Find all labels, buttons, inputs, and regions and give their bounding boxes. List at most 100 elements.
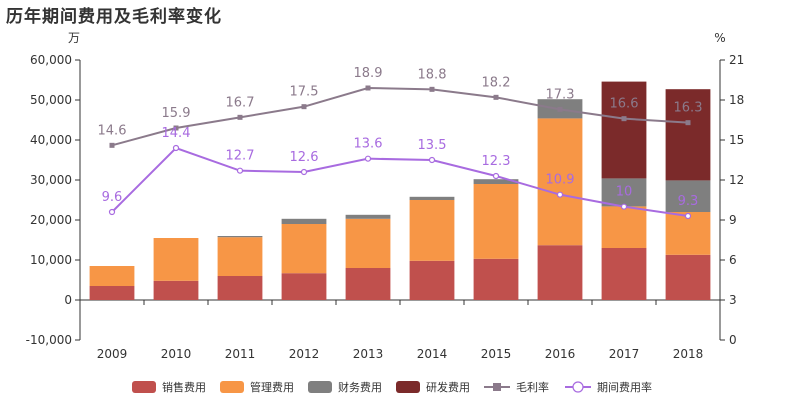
- y-right-unit: %: [714, 31, 725, 45]
- data-label: 17.3: [546, 87, 575, 102]
- y-right-tick-label: 3: [729, 293, 737, 307]
- y-right-tick-label: 21: [729, 53, 744, 67]
- line-point: [173, 125, 179, 131]
- x-tick-label: 2014: [417, 347, 448, 361]
- y-right-tick-label: 6: [729, 253, 737, 267]
- data-label: 10.9: [546, 173, 575, 188]
- data-label: 9.6: [102, 190, 123, 205]
- line-point: [493, 94, 499, 100]
- legend-label: 财务费用: [338, 380, 382, 394]
- bar-segment: [153, 280, 199, 300]
- line-point: [685, 120, 691, 126]
- y-right-tick-label: 18: [729, 93, 744, 107]
- bar-segment: [665, 212, 711, 255]
- x-tick-label: 2018: [673, 347, 704, 361]
- legend-label: 研发费用: [426, 380, 470, 394]
- line-point: [172, 144, 180, 152]
- data-label: 12.6: [290, 150, 319, 165]
- data-label: 13.5: [418, 138, 447, 153]
- bar-segment: [217, 236, 263, 238]
- series-line: [111, 86, 689, 147]
- bar-segment: [345, 268, 391, 300]
- line-point: [365, 85, 371, 91]
- y-left-tick-label: 10,000: [30, 253, 72, 267]
- axes-layer: -10,000010,00020,00030,00040,00050,00060…: [26, 31, 745, 361]
- legend-swatch: [220, 381, 244, 393]
- lines-layer: [108, 85, 692, 220]
- line-point: [236, 167, 244, 174]
- bar-segment: [281, 273, 327, 300]
- x-tick-label: 2012: [289, 347, 320, 361]
- line-point: [301, 104, 307, 110]
- legend-label: 期间费用率: [597, 380, 652, 394]
- bar-segment: [409, 196, 455, 200]
- data-label: 9.3: [678, 194, 699, 209]
- bar-segment: [281, 224, 327, 274]
- x-tick-label: 2016: [545, 347, 576, 361]
- data-label: 18.9: [354, 66, 383, 81]
- x-tick-label: 2009: [97, 347, 128, 361]
- data-label: 18.8: [418, 67, 447, 82]
- bar-segment: [473, 184, 519, 259]
- line-point: [364, 155, 372, 162]
- bar-segment: [217, 276, 263, 300]
- data-label: 14.6: [98, 123, 127, 138]
- y-left-unit: 万: [68, 31, 80, 45]
- line-point: [492, 172, 500, 180]
- legend-label: 毛利率: [516, 380, 549, 394]
- data-label: 14.4: [162, 126, 191, 141]
- x-tick-label: 2010: [161, 347, 192, 361]
- line-point: [300, 168, 308, 176]
- chart-title: 历年期间费用及毛利率变化: [6, 7, 222, 27]
- data-label: 10: [616, 185, 633, 200]
- legend-swatch: [396, 381, 420, 393]
- bar-segment: [281, 218, 327, 224]
- line-point: [557, 106, 563, 112]
- y-right-tick-label: 12: [729, 173, 744, 187]
- data-label: 12.3: [482, 154, 511, 169]
- x-tick-label: 2015: [481, 347, 512, 361]
- legend-marker: [572, 381, 584, 393]
- bar-segment: [665, 180, 711, 212]
- bar-segment: [601, 206, 647, 248]
- legend-swatch: [308, 381, 332, 393]
- line-point: [428, 156, 436, 164]
- y-right-tick-label: 9: [729, 213, 737, 227]
- legend-label: 销售费用: [162, 380, 206, 394]
- bar-segment: [217, 237, 263, 276]
- x-tick-label: 2011: [225, 347, 256, 361]
- x-tick-label: 2017: [609, 347, 640, 361]
- bar-segment: [345, 218, 391, 268]
- data-label: 13.6: [354, 137, 383, 152]
- data-label: 16.6: [610, 97, 639, 112]
- x-tick-label: 2013: [353, 347, 384, 361]
- line-point: [620, 203, 628, 210]
- data-label: 16.3: [674, 101, 703, 116]
- data-label: 15.9: [162, 106, 191, 121]
- line-point: [108, 208, 116, 216]
- bar-segment: [409, 200, 455, 261]
- line-point: [556, 191, 564, 198]
- bar-segment: [537, 118, 583, 246]
- bar-segment: [601, 178, 647, 207]
- bar-segment: [473, 258, 519, 300]
- legend-label: 管理费用: [250, 380, 294, 394]
- y-left-tick-label: 40,000: [30, 133, 72, 147]
- y-left-tick-label: -10,000: [26, 333, 72, 347]
- bar-segment: [153, 238, 199, 281]
- line-point: [109, 142, 115, 148]
- data-label: 12.7: [226, 149, 255, 164]
- y-right-tick-label: 0: [729, 333, 737, 347]
- legend: 销售费用 管理费用 财务费用 研发费用 毛利率 期间费用率: [132, 380, 652, 394]
- legend-marker: [493, 383, 501, 391]
- data-label: 16.7: [226, 95, 255, 110]
- bar-segment: [473, 179, 519, 184]
- y-left-tick-label: 30,000: [30, 173, 72, 187]
- data-label: 17.5: [290, 85, 319, 100]
- bar-segment: [409, 260, 455, 300]
- bar-segment: [89, 286, 135, 300]
- bar-segment: [665, 254, 711, 300]
- y-right-tick-label: 15: [729, 133, 744, 147]
- line-point: [429, 86, 435, 92]
